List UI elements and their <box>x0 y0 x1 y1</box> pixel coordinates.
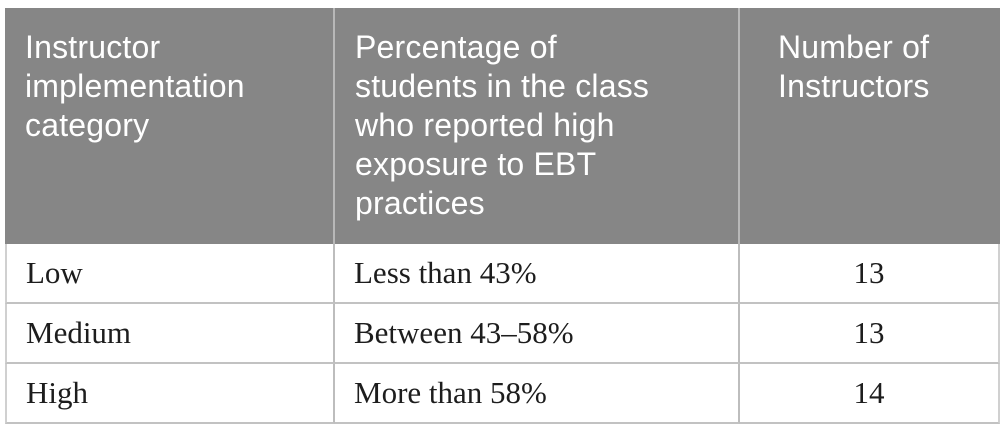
header-cell-number-of-instructors: Number of Instructors <box>740 8 1000 244</box>
cell-count-medium: 13 <box>740 304 1000 364</box>
instructor-implementation-table: Instructor implementation category Perce… <box>5 8 1000 424</box>
header-cell-instructor-category: Instructor implementation category <box>5 8 335 244</box>
cell-percentage-medium: Between 43–58% <box>335 304 740 364</box>
cell-category-low: Low <box>5 244 335 304</box>
cell-percentage-low: Less than 43% <box>335 244 740 304</box>
cell-category-medium: Medium <box>5 304 335 364</box>
cell-count-low: 13 <box>740 244 1000 304</box>
cell-percentage-high: More than 58% <box>335 364 740 424</box>
cell-count-high: 14 <box>740 364 1000 424</box>
header-cell-percentage-exposure: Percentage of students in the class who … <box>335 8 740 244</box>
cell-category-high: High <box>5 364 335 424</box>
